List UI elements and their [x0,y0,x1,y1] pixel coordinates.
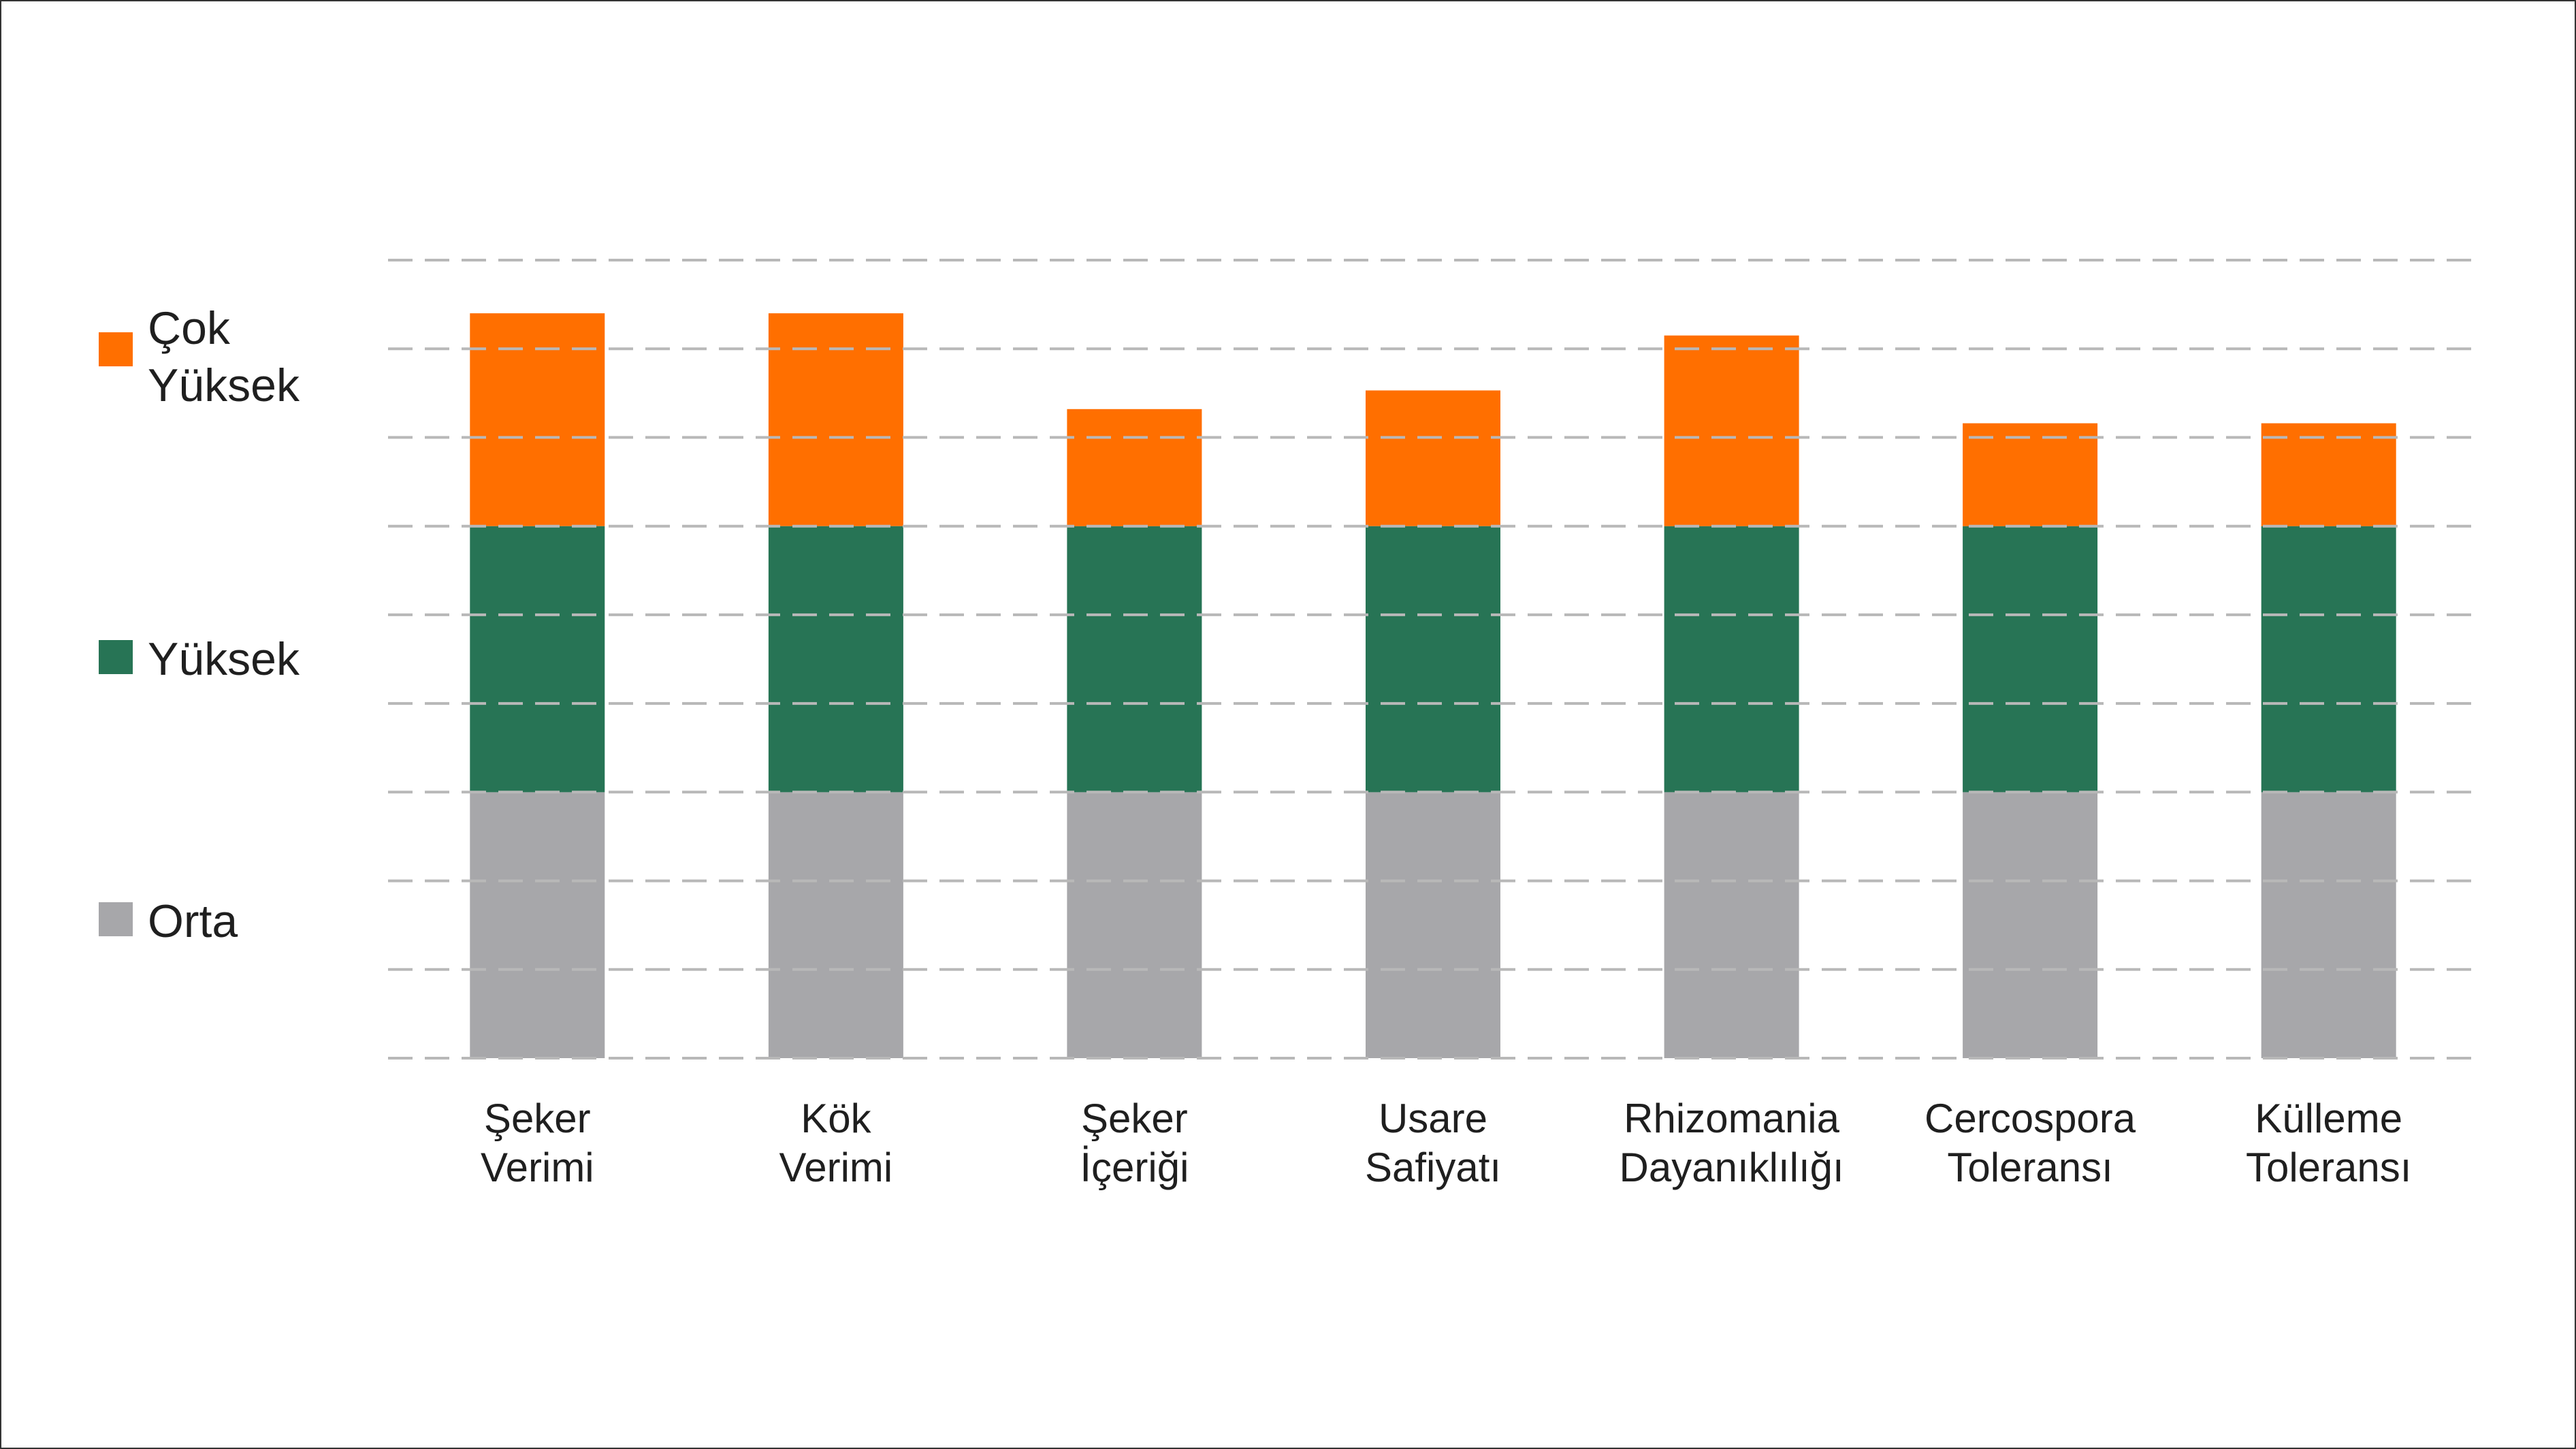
bar-yuksek-6 [2261,526,2396,793]
bar-yuksek-4 [1664,526,1799,793]
legend-label-orta: Orta [148,893,238,950]
legend-label-cok-yuksek-line-2: Yüksek [148,360,300,411]
x-tick-label-1: Kök Verimi [779,1096,893,1190]
bar-orta-0 [470,792,605,1058]
x-tick-label-0: Şeker Verimi [481,1096,594,1190]
bar-yuksek-1 [768,526,903,793]
bar-cok-yuksek-5 [1963,423,2098,526]
x-tick-label-6-line-1: Toleransı [2246,1145,2411,1190]
x-tick-label-3: Usare Safiyatı [1365,1096,1501,1190]
x-tick-label-3-line-0: Usare [1379,1096,1487,1141]
x-tick-label-6-line-0: Külleme [2255,1096,2402,1141]
x-tick-label-4-line-1: Dayanıklılığı [1620,1145,1844,1190]
bars-layer [470,313,2396,1058]
x-tick-label-3-line-1: Safiyatı [1365,1145,1501,1190]
legend-label-yuksek: Yüksek [148,631,300,688]
x-tick-label-4: Rhizomania Dayanıklılığı [1620,1096,1844,1190]
x-tick-label-0-line-1: Verimi [481,1145,594,1190]
legend-swatch-cok-yuksek [99,332,133,366]
legend-label-orta-line-1: Orta [148,895,238,947]
grid-layer [388,259,2478,1060]
bar-yuksek-0 [470,526,605,793]
bar-yuksek-5 [1963,526,2098,793]
x-tick-label-2: Şeker İçeriği [1080,1096,1189,1190]
x-tick-label-2-line-0: Şeker [1081,1096,1188,1141]
x-tick-label-2-line-1: İçeriği [1080,1145,1189,1190]
legend-label-cok-yuksek: Çok Yüksek [148,300,300,414]
legend-swatch-yuksek [99,640,133,674]
x-tick-label-6: Külleme Toleransı [2246,1096,2411,1190]
x-tick-label-5-line-0: Cercospora [1925,1096,2136,1141]
bar-cok-yuksek-2 [1067,409,1202,526]
bar-orta-2 [1067,792,1202,1058]
legend-label-cok-yuksek-line-1: Çok [148,302,230,354]
bar-cok-yuksek-1 [768,313,903,526]
bar-orta-1 [768,792,903,1058]
bar-cok-yuksek-3 [1366,390,1500,526]
bar-yuksek-3 [1366,526,1500,793]
bar-cok-yuksek-0 [470,313,605,526]
bar-cok-yuksek-4 [1664,335,1799,526]
legend-label-yuksek-line-1: Yüksek [148,633,300,685]
bar-cok-yuksek-6 [2261,423,2396,526]
bar-orta-3 [1366,792,1500,1058]
bar-orta-6 [2261,792,2396,1058]
legend-swatch-orta [99,902,133,936]
x-tick-label-1-line-0: Kök [801,1096,871,1141]
x-tick-label-5: Cercospora Toleransı [1925,1096,2136,1190]
x-tick-label-5-line-1: Toleransı [1947,1145,2112,1190]
bar-orta-4 [1664,792,1799,1058]
x-tick-label-4-line-0: Rhizomania [1624,1096,1839,1141]
x-tick-label-0-line-0: Şeker [484,1096,591,1141]
x-tick-label-1-line-1: Verimi [779,1145,893,1190]
bar-orta-5 [1963,792,2098,1058]
bar-yuksek-2 [1067,526,1202,793]
